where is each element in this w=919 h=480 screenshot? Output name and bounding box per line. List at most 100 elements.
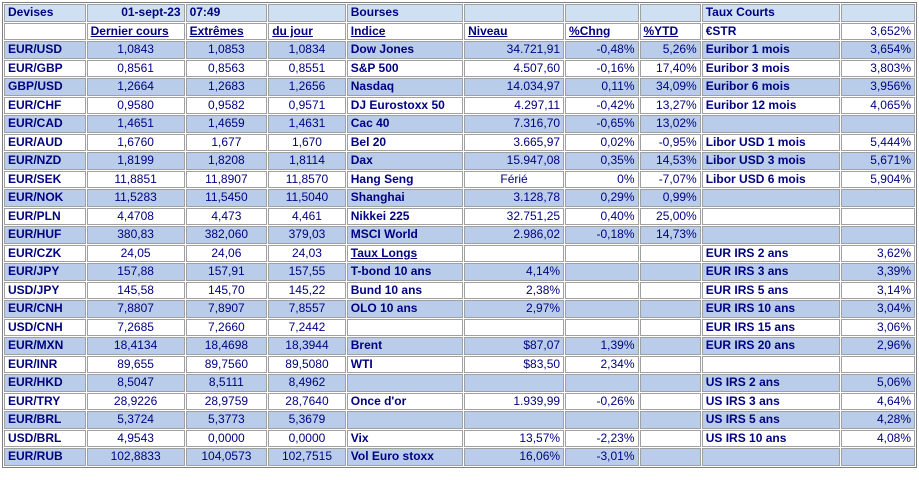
currency-pair: EUR/CHF bbox=[4, 96, 86, 114]
index-name bbox=[346, 374, 464, 392]
index-level: 3.665,97 bbox=[464, 133, 565, 151]
ytd-pct: 17,40% bbox=[639, 59, 701, 77]
rate-value: 3,04% bbox=[841, 300, 915, 318]
table-row: EUR/PLN 4,4708 4,473 4,461 Nikkei 225 32.751,… bbox=[4, 207, 915, 225]
change-pct bbox=[565, 318, 639, 336]
change-pct bbox=[565, 300, 639, 318]
currency-pair: USD/JPY bbox=[4, 281, 86, 299]
index-name: Taux Longs bbox=[346, 244, 464, 262]
rate-value: 5,444% bbox=[841, 133, 915, 151]
rate-name: Libor USD 3 mois bbox=[701, 152, 841, 170]
rate-name bbox=[701, 226, 841, 244]
rate-value: 4,28% bbox=[841, 411, 915, 429]
change-pct bbox=[565, 244, 639, 262]
table-row: EUR/USD 1,0843 1,0853 1,0834 Dow Jones 34.721… bbox=[4, 41, 915, 59]
rate-name: US IRS 10 ans bbox=[701, 429, 841, 447]
last-price: 28,9226 bbox=[86, 392, 185, 410]
low-price: 0,0000 bbox=[268, 429, 346, 447]
table-row: GBP/USD 1,2664 1,2683 1,2656 Nasdaq 14.034,97… bbox=[4, 78, 915, 96]
header-empty-cell bbox=[565, 4, 639, 22]
last-price: 24,05 bbox=[86, 244, 185, 262]
table-row: USD/BRL 4,9543 0,0000 0,0000 Vix 13,57% -2,23%… bbox=[4, 429, 915, 447]
estr-value: 3,652% bbox=[841, 22, 915, 40]
ytd-pct: 13,27% bbox=[639, 96, 701, 114]
index-level: 1.939,99 bbox=[464, 392, 565, 410]
rate-name: US IRS 2 ans bbox=[701, 374, 841, 392]
ytd-pct: -7,07% bbox=[639, 170, 701, 188]
index-name: WTI bbox=[346, 355, 464, 373]
rate-name: US IRS 5 ans bbox=[701, 411, 841, 429]
rate-value: 3,14% bbox=[841, 281, 915, 299]
currency-pair: GBP/USD bbox=[4, 78, 86, 96]
change-pct bbox=[565, 411, 639, 429]
high-price: 18,4698 bbox=[185, 337, 268, 355]
high-price: 24,06 bbox=[185, 244, 268, 262]
high-price: 1,2683 bbox=[185, 78, 268, 96]
ytd-pct bbox=[639, 318, 701, 336]
header-empty-cell bbox=[841, 4, 915, 22]
high-price: 28,9759 bbox=[185, 392, 268, 410]
time-cell: 07:49 bbox=[185, 4, 268, 22]
rate-name: Euribor 1 mois bbox=[701, 41, 841, 59]
index-name: OLO 10 ans bbox=[346, 300, 464, 318]
header-empty-cell bbox=[268, 4, 346, 22]
table-row: EUR/CHF 0,9580 0,9582 0,9571 DJ Eurostoxx 50… bbox=[4, 96, 915, 114]
index-level: 14.034,97 bbox=[464, 78, 565, 96]
rate-value bbox=[841, 226, 915, 244]
index-level bbox=[464, 318, 565, 336]
last-price: 4,4708 bbox=[86, 207, 185, 225]
high-price: 4,473 bbox=[185, 207, 268, 225]
low-price: 157,55 bbox=[268, 263, 346, 281]
change-pct: 0% bbox=[565, 170, 639, 188]
currency-pair: EUR/JPY bbox=[4, 263, 86, 281]
low-price: 7,8557 bbox=[268, 300, 346, 318]
taux-courts-header: Taux Courts bbox=[701, 4, 841, 22]
change-pct: 0,29% bbox=[565, 189, 639, 207]
high-price: 7,8907 bbox=[185, 300, 268, 318]
currency-pair: USD/CNH bbox=[4, 318, 86, 336]
table-row: EUR/AUD 1,6760 1,677 1,670 Bel 20 3.665,97 0,0… bbox=[4, 133, 915, 151]
table-row: USD/CNH 7,2685 7,2660 7,2442 EUR IRS 15 ans 3… bbox=[4, 318, 915, 336]
currency-pair: EUR/RUB bbox=[4, 448, 86, 466]
rate-name bbox=[701, 355, 841, 373]
rate-value: 3,06% bbox=[841, 318, 915, 336]
high-price: 104,0573 bbox=[185, 448, 268, 466]
low-price: 379,03 bbox=[268, 226, 346, 244]
market-data-table: Devises 01-sept-23 07:49 Bourses Taux Co… bbox=[2, 2, 917, 468]
rate-name bbox=[701, 448, 841, 466]
rate-name: EUR IRS 5 ans bbox=[701, 281, 841, 299]
last-price: 102,8833 bbox=[86, 448, 185, 466]
high-price: 157,91 bbox=[185, 263, 268, 281]
rate-name bbox=[701, 115, 841, 133]
high-price: 382,060 bbox=[185, 226, 268, 244]
header-row: Devises 01-sept-23 07:49 Bourses Taux Co… bbox=[4, 4, 915, 22]
last-price: 7,8807 bbox=[86, 300, 185, 318]
ytd-pct: 25,00% bbox=[639, 207, 701, 225]
index-name: MSCI World bbox=[346, 226, 464, 244]
rate-value: 5,671% bbox=[841, 152, 915, 170]
index-level: 13,57% bbox=[464, 429, 565, 447]
index-name: T-bond 10 ans bbox=[346, 263, 464, 281]
rate-name: Libor USD 1 mois bbox=[701, 133, 841, 151]
table-row: EUR/NZD 1,8199 1,8208 1,8114 Dax 15.947,08 0,3… bbox=[4, 152, 915, 170]
subheader-empty-cell bbox=[4, 22, 86, 40]
index-level: 16,06% bbox=[464, 448, 565, 466]
table-row: EUR/CAD 1,4651 1,4659 1,4631 Cac 40 7.316,70-… bbox=[4, 115, 915, 133]
table-row: EUR/HUF 380,83 382,060 379,03 MSCI World 2.98… bbox=[4, 226, 915, 244]
rate-value bbox=[841, 448, 915, 466]
currency-pair: EUR/USD bbox=[4, 41, 86, 59]
change-pct: -0,48% bbox=[565, 41, 639, 59]
index-name: Dow Jones bbox=[346, 41, 464, 59]
currency-pair: EUR/NZD bbox=[4, 152, 86, 170]
currency-pair: USD/BRL bbox=[4, 429, 86, 447]
estr-label: €STR bbox=[701, 22, 841, 40]
rate-value: 5,06% bbox=[841, 374, 915, 392]
currency-pair: EUR/HKD bbox=[4, 374, 86, 392]
ytd-pct bbox=[639, 374, 701, 392]
currency-pair: EUR/PLN bbox=[4, 207, 86, 225]
ytd-pct bbox=[639, 244, 701, 262]
table-row: EUR/NOK 11,5283 11,5450 11,5040 Shanghai 3.12… bbox=[4, 189, 915, 207]
high-price: 1,4659 bbox=[185, 115, 268, 133]
index-name: Bund 10 ans bbox=[346, 281, 464, 299]
